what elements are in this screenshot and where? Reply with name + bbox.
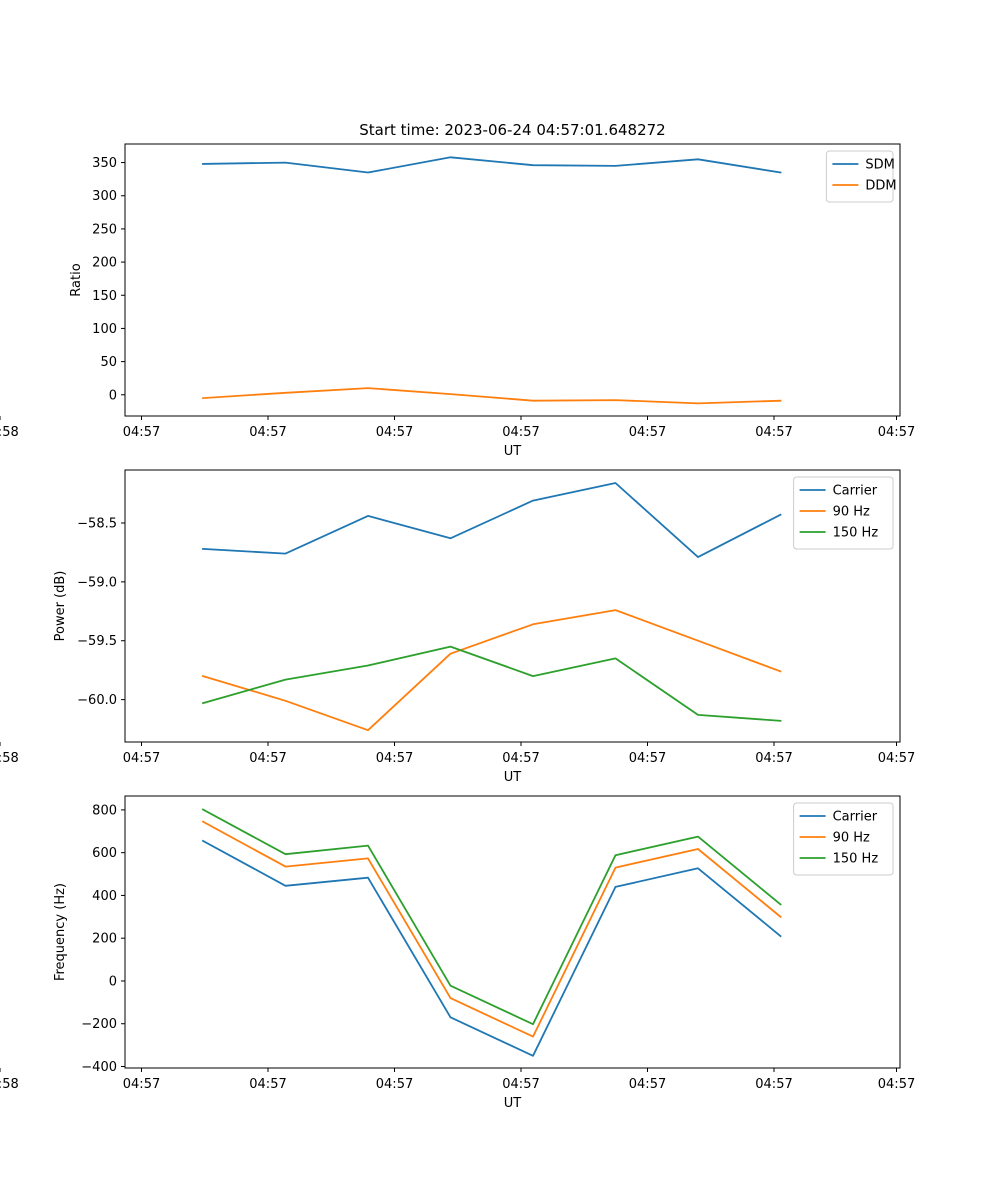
y-tick-label: −60.0 xyxy=(77,693,117,708)
series-line-90-hz xyxy=(201,820,782,1038)
panel-3: 04:57 04:57 04:57 04:57 04:57 04:57 04:57 04:58… xyxy=(0,795,915,1111)
x-tick-label: 04:57 xyxy=(502,1077,539,1092)
legend-label: 150 Hz xyxy=(833,526,879,541)
x-axis-label: UT xyxy=(504,1096,522,1111)
legend-label: 90 Hz xyxy=(833,505,870,520)
panel-2: 04:57 04:57 04:57 04:57 04:57 04:57 04:57 04:58… xyxy=(0,469,915,785)
x-tick-label: 04:57 xyxy=(755,751,792,766)
x-tick-label: 04:57 xyxy=(376,1077,413,1092)
legend-label: SDM xyxy=(865,158,894,173)
y-axis-label: Power (dB) xyxy=(53,571,68,642)
panel-1: 04:57 04:57 04:57 04:57 04:57 04:57 04:57 04:58… xyxy=(0,143,915,459)
series-line-sdm xyxy=(202,156,782,174)
series-line-90-hz xyxy=(201,609,782,732)
legend-label: 90 Hz xyxy=(833,831,870,846)
legend-label: Carrier xyxy=(833,810,878,825)
y-axis-label: Ratio xyxy=(69,263,84,296)
y-tick-label: 800 xyxy=(92,803,117,818)
axes-frame xyxy=(124,469,901,743)
figure-title: Start time: 2023-06-24 04:57:01.648272 xyxy=(359,121,665,139)
x-tick-label: 04:57 xyxy=(629,1077,666,1092)
x-tick-label: 04:57 xyxy=(249,425,286,440)
x-tick-label: 04:57 xyxy=(249,1077,286,1092)
x-tick-label: 04:57 xyxy=(502,751,539,766)
x-axis-label: UT xyxy=(504,444,522,459)
legend: Carrier 90 Hz 150 Hz xyxy=(793,476,894,550)
series-line-carrier xyxy=(201,839,782,1057)
y-tick-label: 250 xyxy=(92,222,117,237)
y-tick-label: −200 xyxy=(81,1017,117,1032)
series-line-ddm xyxy=(202,387,782,405)
x-tick-label: 04:57 xyxy=(376,751,413,766)
y-tick-label: 400 xyxy=(92,889,117,904)
x-axis-label: UT xyxy=(504,770,522,785)
series-line-carrier xyxy=(202,482,782,558)
y-tick-label: 200 xyxy=(92,932,117,947)
legend: Carrier 90 Hz 150 Hz xyxy=(793,802,894,876)
legend-label: DDM xyxy=(865,179,896,194)
y-tick-label: −400 xyxy=(81,1060,117,1075)
series-line-150-hz xyxy=(201,645,782,722)
y-tick-label: 300 xyxy=(92,189,117,204)
y-tick-label: 200 xyxy=(92,256,117,271)
x-tick-label: 04:58 xyxy=(0,751,19,766)
x-tick-label: 04:57 xyxy=(249,751,286,766)
y-tick-label: 350 xyxy=(92,156,117,171)
y-tick-label: 100 xyxy=(92,322,117,337)
y-tick-label: 50 xyxy=(100,355,117,370)
series-line-150-hz xyxy=(201,808,782,1026)
panels: 04:57 04:57 04:57 04:57 04:57 04:57 04:57 04:58… xyxy=(0,143,915,1111)
legend-label: 150 Hz xyxy=(833,852,879,867)
x-tick-label: 04:57 xyxy=(376,425,413,440)
y-tick-label: 0 xyxy=(109,974,117,989)
x-tick-label: 04:58 xyxy=(0,425,19,440)
x-tick-label: 04:57 xyxy=(123,1077,160,1092)
axes-frame xyxy=(124,143,901,417)
x-tick-label: 04:57 xyxy=(629,751,666,766)
y-tick-label: −59.5 xyxy=(77,634,117,649)
axes-frame xyxy=(124,795,901,1069)
y-tick-label: 150 xyxy=(92,289,117,304)
x-tick-label: 04:57 xyxy=(755,1077,792,1092)
legend-box xyxy=(793,476,894,550)
legend: SDM DDM xyxy=(825,150,897,203)
x-tick-label: 04:58 xyxy=(0,1077,19,1092)
x-tick-label: 04:57 xyxy=(878,1077,915,1092)
legend-box xyxy=(793,802,894,876)
x-tick-label: 04:57 xyxy=(755,425,792,440)
x-tick-label: 04:57 xyxy=(123,751,160,766)
x-tick-label: 04:57 xyxy=(878,425,915,440)
y-tick-label: −58.5 xyxy=(77,516,117,531)
x-tick-label: 04:57 xyxy=(878,751,915,766)
x-tick-label: 04:57 xyxy=(502,425,539,440)
x-tick-label: 04:57 xyxy=(629,425,666,440)
y-tick-label: −59.0 xyxy=(77,575,117,590)
x-tick-label: 04:57 xyxy=(123,425,160,440)
y-tick-label: 600 xyxy=(92,846,117,861)
legend-label: Carrier xyxy=(833,484,878,499)
y-axis-label: Frequency (Hz) xyxy=(53,883,68,981)
y-tick-label: 0 xyxy=(109,388,117,403)
